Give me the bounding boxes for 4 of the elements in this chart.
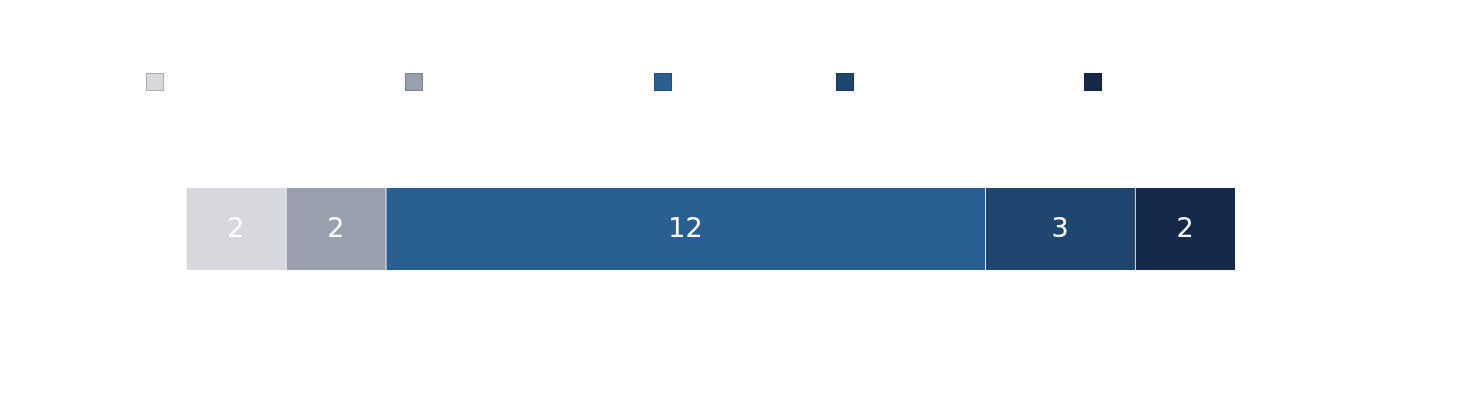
data-label: 3 xyxy=(1051,212,1069,244)
data-label: 12 xyxy=(668,212,703,244)
data-label: 2 xyxy=(1176,212,1194,244)
data-label: 2 xyxy=(327,212,345,244)
